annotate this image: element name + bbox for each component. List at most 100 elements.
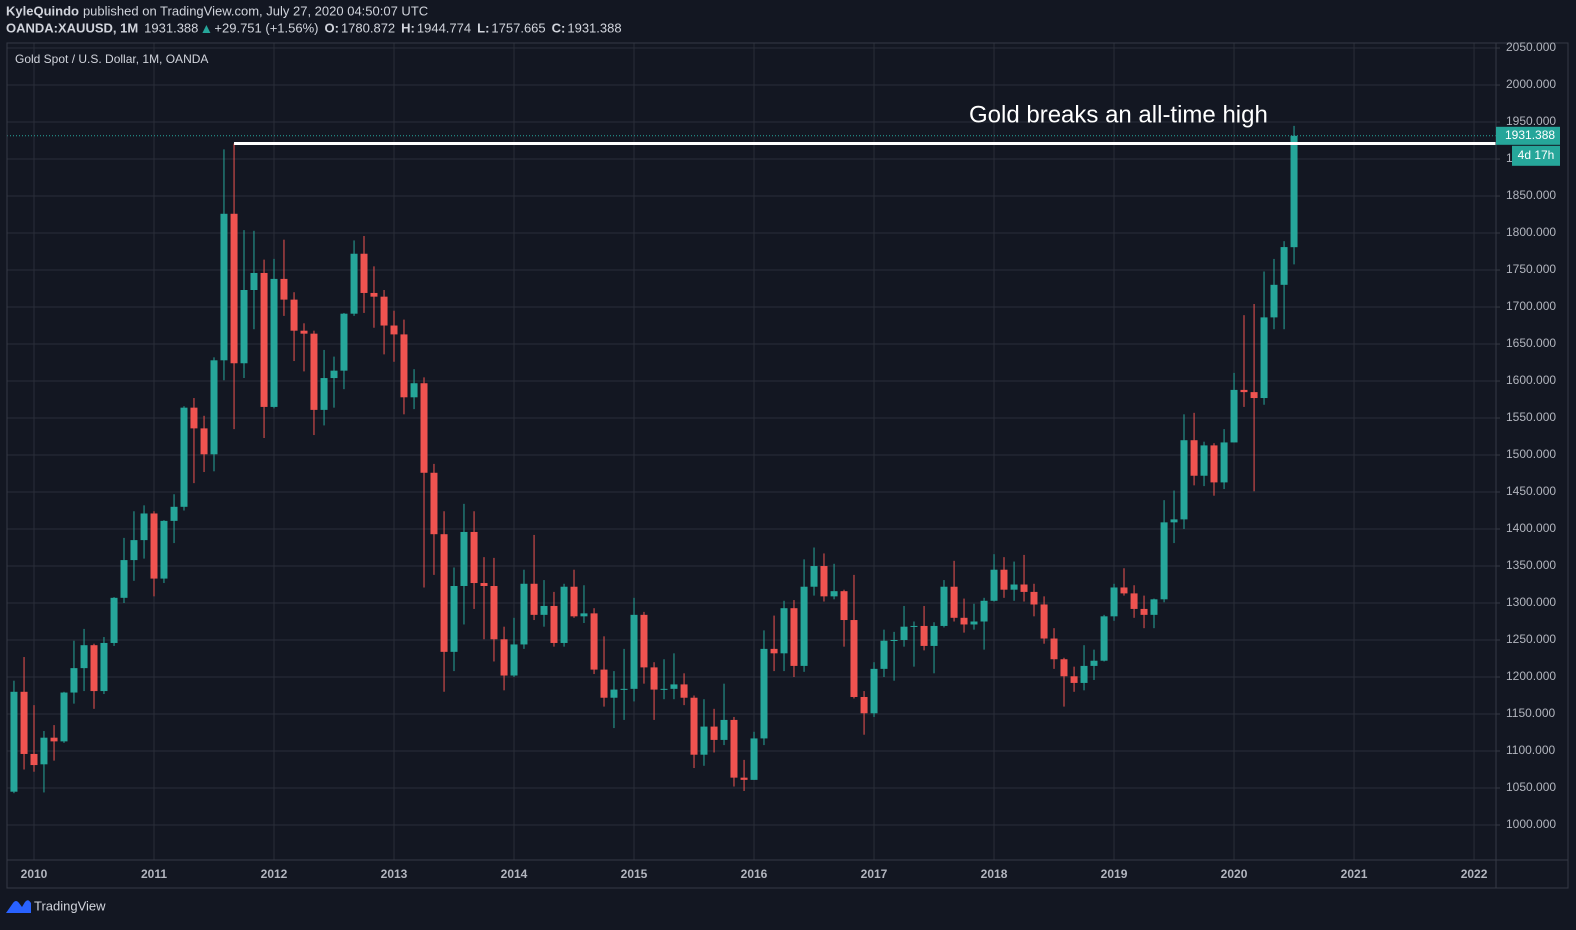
candle-body <box>100 642 108 692</box>
x-tick-label: 2013 <box>381 867 408 881</box>
candle-body <box>150 513 158 579</box>
candle-body <box>1000 569 1008 590</box>
header-text: L: <box>477 20 489 35</box>
header-text: 1944.774 <box>417 20 471 35</box>
overlays <box>7 135 1496 145</box>
candle-body <box>1190 440 1198 476</box>
header-text: KyleQuindo <box>6 3 79 18</box>
candle-body <box>990 569 998 601</box>
candle-body <box>1170 519 1178 523</box>
candle-body <box>170 506 178 521</box>
candle-body <box>960 617 968 625</box>
candle-body <box>610 689 618 698</box>
candle-body <box>1210 445 1218 483</box>
y-tick-label: 1250.000 <box>1506 632 1556 646</box>
candle-body <box>1110 587 1118 617</box>
candle-body <box>690 697 698 755</box>
candle-body <box>530 583 538 615</box>
candle-body <box>620 688 628 690</box>
header-text: OANDA:XAUUSD, 1M <box>6 20 138 35</box>
countdown-label: 4d 17h <box>1518 148 1555 162</box>
y-tick-label: 1700.000 <box>1506 299 1556 313</box>
candle-body <box>1100 616 1108 661</box>
x-tick-label: 2014 <box>501 867 528 881</box>
candle-body <box>70 668 78 693</box>
header-text: published on TradingView.com, July 27, 2… <box>83 3 428 18</box>
x-tick-label: 2020 <box>1221 867 1248 881</box>
countdown-tag <box>1512 145 1560 166</box>
candle-body <box>300 330 308 334</box>
y-tick-label: 1750.000 <box>1506 262 1556 276</box>
candle-body <box>740 777 748 780</box>
candle-body <box>910 625 918 627</box>
x-tick-label: 2012 <box>261 867 288 881</box>
candle-body <box>750 738 758 780</box>
candle-body <box>810 566 818 587</box>
candle-body <box>1140 608 1148 615</box>
candle-body <box>1120 587 1128 594</box>
candle-body <box>860 696 868 714</box>
candle-body <box>580 613 588 617</box>
candle-body <box>760 648 768 739</box>
header-text: C: <box>552 20 566 35</box>
candle-body <box>560 586 568 643</box>
candle-body <box>470 531 478 584</box>
y-tick-label: 1600.000 <box>1506 373 1556 387</box>
x-tick-label: 2017 <box>861 867 888 881</box>
last-price-tag <box>1496 126 1560 145</box>
candle-body <box>600 669 608 698</box>
y-tick-label: 1200.000 <box>1506 669 1556 683</box>
header-text: 1931.388 <box>144 20 198 35</box>
last-price-label: 1931.388 <box>1505 128 1555 142</box>
candle-body <box>520 583 528 645</box>
y-tick-label: 1650.000 <box>1506 336 1556 350</box>
candle-body <box>260 272 268 407</box>
candle-body <box>590 613 598 670</box>
candle-body <box>180 407 188 507</box>
candle-body <box>710 726 718 740</box>
x-tick-label: 2022 <box>1461 867 1488 881</box>
y-tick-label: 1300.000 <box>1506 595 1556 609</box>
candle-body <box>230 213 238 364</box>
candle-body <box>1290 135 1298 248</box>
candle-body <box>1060 659 1068 677</box>
candle-body <box>830 591 838 597</box>
candle-body <box>320 378 328 410</box>
candle-body <box>820 566 828 597</box>
candle-body <box>1200 445 1208 476</box>
candle-body <box>870 668 878 714</box>
candle-body <box>900 626 908 641</box>
candle-body <box>1090 660 1098 666</box>
grid <box>7 43 1500 860</box>
chart-title: Gold Spot / U.S. Dollar, 1M, OANDA <box>15 52 208 66</box>
candle-body <box>10 691 18 792</box>
candle-body <box>220 213 228 361</box>
x-tick-label: 2019 <box>1101 867 1128 881</box>
header-text: 1931.388 <box>567 20 621 35</box>
candle-body <box>110 597 118 643</box>
candle-body <box>730 719 738 778</box>
header-text: 1780.872 <box>341 20 395 35</box>
candle-body <box>360 253 368 293</box>
candle-body <box>130 540 138 561</box>
candle-body <box>1230 389 1238 443</box>
candle-body <box>350 253 358 314</box>
candle-body <box>1130 593 1138 609</box>
y-tick-label: 1100.000 <box>1506 743 1555 757</box>
candle-body <box>800 586 808 666</box>
candle-body <box>880 640 888 669</box>
candle-body <box>890 640 898 642</box>
candle-body <box>570 586 578 617</box>
candle-body <box>190 407 198 429</box>
candle-body <box>90 645 98 692</box>
candle-body <box>1180 440 1188 520</box>
y-tick-label: 1150.000 <box>1506 706 1555 720</box>
y-tick-label: 1850.000 <box>1506 188 1556 202</box>
candle-body <box>270 278 278 407</box>
candle-body <box>1040 604 1048 639</box>
candle-body <box>40 737 48 765</box>
candle-body <box>680 684 688 698</box>
candle-body <box>720 719 728 740</box>
candle-body <box>650 667 658 690</box>
